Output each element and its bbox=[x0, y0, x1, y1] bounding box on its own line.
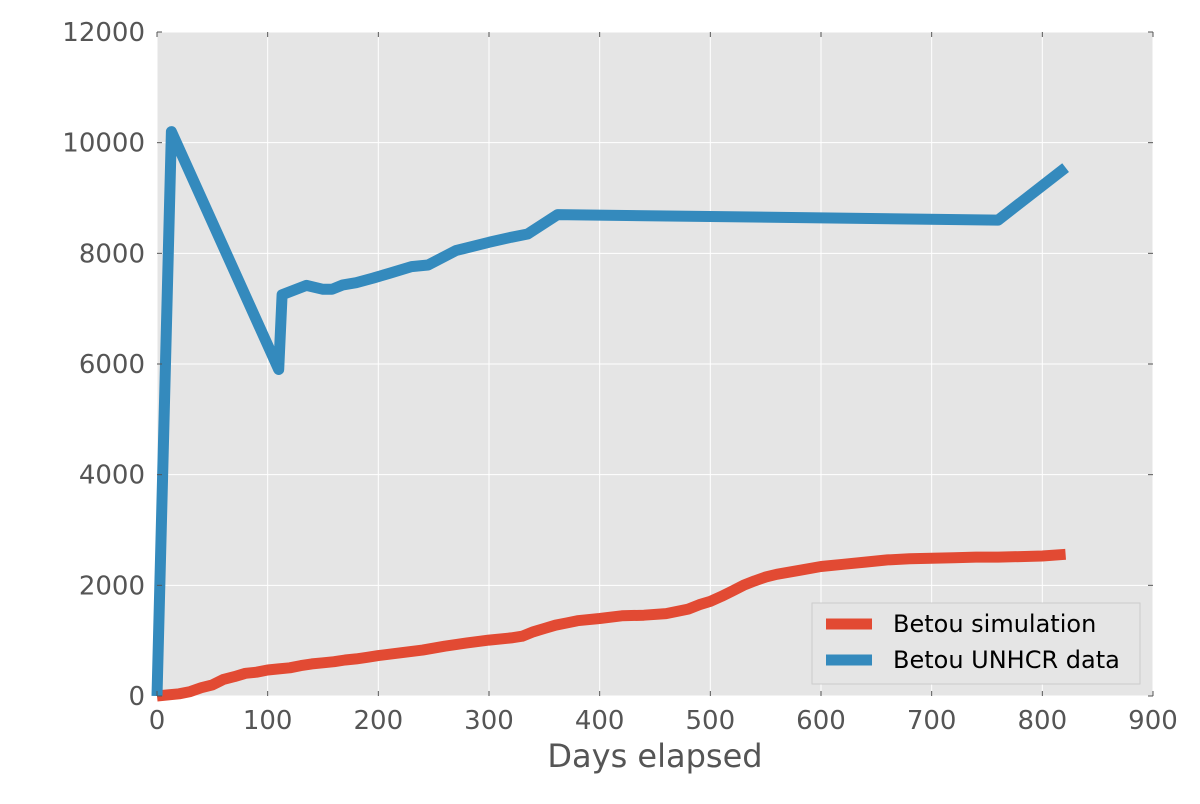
x-tick-label: 0 bbox=[149, 706, 166, 736]
legend-label-2: Betou UNHCR data bbox=[893, 646, 1120, 674]
x-tick-label: 700 bbox=[907, 706, 957, 736]
x-tick-label: 100 bbox=[243, 706, 293, 736]
x-tick-label: 800 bbox=[1018, 706, 1068, 736]
series-line-1 bbox=[156, 548, 1067, 702]
tick-labels: 0 100 200 300 400 500 600 700 800 900 0 2000 4000 600… bbox=[62, 18, 1178, 736]
y-tick-label: 12000 bbox=[62, 18, 145, 48]
x-tick-label: 400 bbox=[575, 706, 625, 736]
series-line-2 bbox=[151, 126, 1069, 697]
legend-label-1: Betou simulation bbox=[893, 610, 1096, 638]
y-tick-label: 0 bbox=[128, 682, 145, 712]
x-axis-title: Days elapsed bbox=[547, 737, 762, 775]
axis-ticks bbox=[156, 31, 1154, 697]
y-tick-label: 4000 bbox=[79, 461, 145, 491]
y-tick-label: 6000 bbox=[79, 350, 145, 380]
x-tick-label: 900 bbox=[1128, 706, 1178, 736]
x-tick-label: 600 bbox=[796, 706, 846, 736]
x-tick-label: 300 bbox=[464, 706, 514, 736]
y-tick-label: 8000 bbox=[79, 239, 145, 269]
legend: Betou simulation Betou UNHCR data bbox=[811, 602, 1141, 685]
legend-box bbox=[811, 602, 1141, 685]
series-lines bbox=[151, 126, 1069, 702]
y-tick-label: 10000 bbox=[62, 129, 145, 159]
x-tick-label: 500 bbox=[686, 706, 736, 736]
x-tick-label: 200 bbox=[354, 706, 404, 736]
y-tick-label: 2000 bbox=[79, 571, 145, 601]
